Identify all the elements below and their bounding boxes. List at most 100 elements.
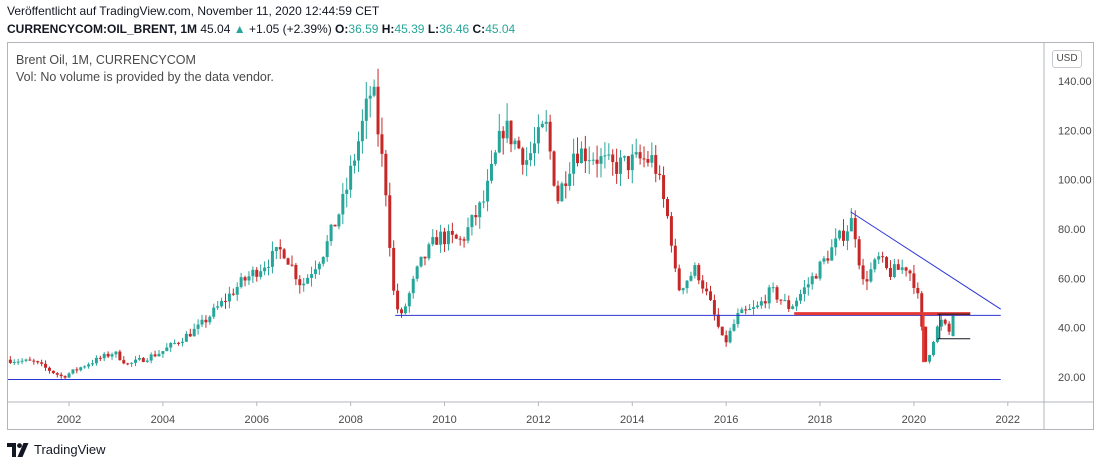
- candle-body: [885, 257, 889, 269]
- publish-info: Veröffentlicht auf TradingView.com, Nove…: [7, 4, 380, 18]
- low-value: 36.46: [439, 22, 470, 36]
- candle-body: [216, 306, 220, 308]
- candle-body: [396, 290, 400, 310]
- candle-body: [544, 121, 548, 124]
- candle-body: [227, 293, 231, 302]
- candle-body: [908, 270, 912, 274]
- candle-body: [517, 140, 521, 149]
- candle-body: [591, 159, 595, 161]
- candle-body: [658, 173, 662, 176]
- candle-body: [904, 267, 908, 271]
- candle-body: [63, 376, 67, 378]
- candle-body: [118, 351, 122, 361]
- candle-body: [55, 373, 59, 375]
- tradingview-branding[interactable]: TradingView: [7, 442, 106, 457]
- candle-body: [419, 256, 423, 267]
- candle-body: [689, 275, 693, 281]
- candle-body: [40, 362, 44, 364]
- candle-body: [106, 353, 110, 357]
- change-arrow-icon: ▲: [233, 22, 246, 36]
- candle-body: [720, 326, 724, 336]
- candle-body: [709, 291, 713, 301]
- symbol-name: CURRENCYCOM:OIL_BRENT, 1M: [7, 22, 198, 36]
- candle-body: [220, 300, 224, 307]
- candle-body: [603, 155, 607, 157]
- candle-body: [325, 241, 329, 257]
- candle-body: [302, 283, 306, 286]
- candle-body: [122, 360, 126, 364]
- candle-body: [44, 363, 48, 368]
- candle-body: [180, 341, 184, 343]
- candle-body: [622, 156, 626, 158]
- candle-body: [403, 306, 407, 314]
- candle-body: [705, 288, 709, 292]
- candle-body: [752, 307, 756, 309]
- candle-body: [192, 328, 196, 337]
- candle-body: [626, 156, 630, 171]
- candle-body: [32, 360, 36, 362]
- candle-body: [450, 230, 454, 235]
- candle-body: [928, 355, 932, 362]
- candle-body: [677, 268, 681, 291]
- candle-body: [564, 183, 568, 187]
- candle-body: [407, 293, 411, 307]
- candle-body: [497, 130, 501, 153]
- candle-body: [141, 357, 145, 362]
- candle-body: [470, 215, 474, 228]
- x-tick-label: 2018: [808, 414, 832, 426]
- candle-body: [286, 258, 290, 265]
- symbol-info-bar: CURRENCYCOM:OIL_BRENT, 1M 45.04 ▲ +1.05 …: [7, 22, 515, 36]
- candle-body: [740, 309, 744, 314]
- candle-body: [763, 301, 767, 304]
- candle-body: [392, 247, 396, 291]
- chart-legend-title: Brent Oil, 1M, CURRENCYCOM: [16, 53, 196, 67]
- candle-body: [646, 159, 650, 163]
- candle-body: [126, 363, 130, 365]
- candle-body: [798, 294, 802, 301]
- candle-body: [384, 153, 388, 196]
- candle-body: [431, 237, 435, 245]
- candle-body: [267, 266, 271, 268]
- candle-body: [748, 308, 752, 310]
- candle-body: [372, 86, 376, 96]
- x-tick-label: 2010: [432, 414, 456, 426]
- candle-body: [857, 239, 861, 266]
- candle-body: [830, 247, 834, 261]
- candle-body: [783, 300, 787, 302]
- candle-body: [888, 268, 892, 277]
- y-tick-label: 60.00: [1058, 273, 1086, 285]
- candle-body: [595, 159, 599, 164]
- candle-body: [806, 284, 810, 288]
- close-label: C:: [472, 22, 486, 36]
- candle-body: [826, 258, 830, 261]
- descending-trendline[interactable]: [850, 211, 1002, 310]
- candle-body: [478, 202, 482, 218]
- candle-body: [931, 341, 935, 356]
- x-tick-label: 2020: [902, 414, 926, 426]
- candle-body: [247, 276, 251, 281]
- y-tick-label: 120.00: [1058, 125, 1092, 137]
- candle-body: [161, 351, 165, 354]
- y-tick-label: 40.00: [1058, 323, 1086, 335]
- candle-body: [951, 315, 955, 337]
- candle-body: [834, 238, 838, 248]
- candle-body: [681, 288, 685, 291]
- currency-badge[interactable]: USD: [1052, 50, 1082, 68]
- candle-body: [188, 333, 192, 337]
- candle-body: [873, 259, 877, 270]
- candle-body: [24, 359, 28, 361]
- candle-body: [458, 238, 462, 240]
- candle-body: [489, 163, 493, 181]
- candle-body: [329, 224, 333, 242]
- candle-body: [435, 237, 439, 245]
- candle-body: [532, 143, 536, 154]
- candle-body: [36, 361, 40, 363]
- candle-body: [654, 155, 658, 174]
- candle-body: [540, 123, 544, 128]
- candle-body: [380, 134, 384, 154]
- candle-body: [102, 353, 106, 359]
- candle-body: [611, 154, 615, 163]
- tradingview-label: TradingView: [34, 442, 106, 457]
- candle-body: [388, 195, 392, 248]
